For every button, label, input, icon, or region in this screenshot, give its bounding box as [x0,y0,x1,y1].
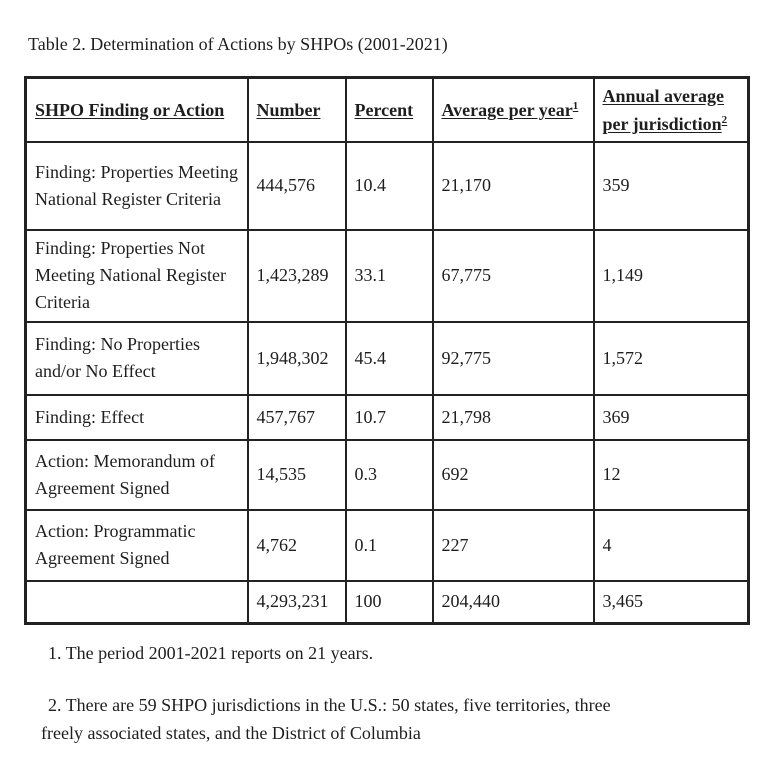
cell-percent: 0.1 [344,508,434,582]
table-row: Action: Memorandum of Agreement Signed 14… [24,438,750,511]
cell-average-per-year: 204,440 [431,579,595,625]
table-body: Finding: Properties Meeting National Reg… [24,140,750,625]
column-header-finding-or-action: SHPO Finding or Action [24,76,249,143]
cell-number: 1,423,289 [246,228,347,323]
cell-percent: 0.3 [344,438,434,511]
cell-number: 1,948,302 [246,320,347,396]
cell-percent: 45.4 [344,320,434,396]
column-header-label: Annual average per jurisdiction [602,85,725,134]
table-row: Finding: Effect 457,767 10.7 21,798 369 [24,393,750,441]
cell-percent: 33.1 [344,228,434,323]
cell-number: 444,576 [246,140,347,231]
shpo-actions-table: SHPO Finding or Action Number Percent Av… [24,76,750,625]
cell-annual-average-per-jurisdiction: 12 [592,438,750,511]
cell-label: Action: Memorandum of Agreement Signed [24,438,249,511]
table-header-row: SHPO Finding or Action Number Percent Av… [24,76,750,143]
column-header-average-per-year: Average per year1 [431,76,595,143]
table-row: Finding: Properties Not Meeting National… [24,228,750,323]
document-page: Table 2. Determination of Actions by SHP… [0,33,768,766]
cell-average-per-year: 21,170 [431,140,595,231]
cell-label: Finding: Properties Not Meeting National… [24,228,249,323]
cell-label: Finding: No Properties and/or No Effect [24,320,249,396]
column-header-label: Percent [354,99,414,120]
cell-average-per-year: 21,798 [431,393,595,441]
cell-average-per-year: 227 [431,508,595,582]
column-header-number: Number [246,76,347,143]
cell-average-per-year: 67,775 [431,228,595,323]
footnote-1: 1. The period 2001-2021 reports on 21 ye… [48,643,374,663]
cell-annual-average-per-jurisdiction: 1,572 [592,320,750,396]
column-header-annual-average-per-jurisdiction: Annual average per jurisdiction2 [592,76,750,143]
cell-number: 14,535 [246,438,347,511]
cell-percent: 10.4 [344,140,434,231]
cell-annual-average-per-jurisdiction: 3,465 [592,579,750,625]
footnotes: 1. The period 2001-2021 reports on 21 ye… [41,639,768,747]
table-title: Table 2. Determination of Actions by SHP… [28,34,448,54]
cell-annual-average-per-jurisdiction: 369 [592,393,750,441]
column-header-percent: Percent [344,76,434,143]
cell-percent: 100 [344,579,434,625]
cell-annual-average-per-jurisdiction: 359 [592,140,750,231]
table-row: Action: Programmatic Agreement Signed 4,7… [24,508,750,582]
cell-annual-average-per-jurisdiction: 1,149 [592,228,750,323]
cell-percent: 10.7 [344,393,434,441]
column-header-label: Average per year [441,99,573,120]
cell-label [24,579,249,625]
cell-label: Finding: Effect [24,393,249,441]
table-header: SHPO Finding or Action Number Percent Av… [24,76,750,143]
column-header-sup: 1 [572,99,579,112]
cell-label: Action: Programmatic Agreement Signed [24,508,249,582]
cell-average-per-year: 92,775 [431,320,595,396]
table-row: Finding: No Properties and/or No Effect 1… [24,320,750,396]
column-header-sup: 2 [721,113,728,126]
column-header-label: SHPO Finding or Action [35,99,225,120]
footnote-2: 2. There are 59 SHPO jurisdictions in th… [41,695,611,743]
cell-average-per-year: 692 [431,438,595,511]
cell-number: 4,762 [246,508,347,582]
cell-label: Finding: Properties Meeting National Reg… [24,140,249,231]
column-header-label: Number [256,99,321,120]
cell-annual-average-per-jurisdiction: 4 [592,508,750,582]
table-total-row: 4,293,231 100 204,440 3,465 [24,579,750,625]
cell-number: 4,293,231 [246,579,347,625]
cell-number: 457,767 [246,393,347,441]
table-row: Finding: Properties Meeting National Reg… [24,140,750,231]
